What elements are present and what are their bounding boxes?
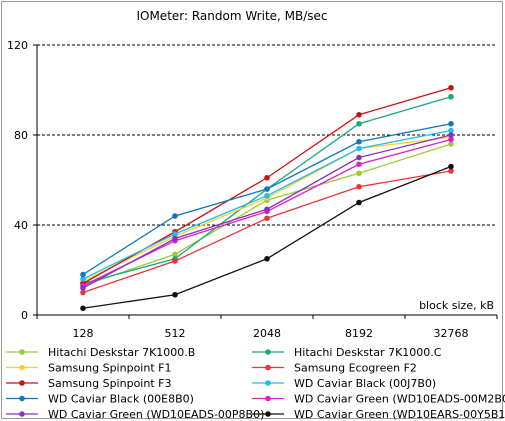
data-point xyxy=(80,276,86,282)
series-group xyxy=(80,84,454,312)
legend-item: WD Caviar Green (WD10EADS-00M2B0) xyxy=(252,393,505,406)
data-point xyxy=(264,206,270,213)
series-9 xyxy=(80,132,454,291)
data-point xyxy=(80,289,86,296)
data-point xyxy=(448,132,454,138)
data-point xyxy=(80,305,86,312)
legend-swatch-marker xyxy=(265,364,271,371)
data-point xyxy=(172,258,178,264)
data-point xyxy=(172,251,178,258)
series-6 xyxy=(80,127,454,282)
legend-item: Hitachi Deskstar 7K1000.B xyxy=(6,346,195,359)
data-point xyxy=(448,93,454,100)
data-point xyxy=(172,231,178,237)
data-point xyxy=(264,186,270,192)
chart-title: IOMeter: Random Write, MB/sec xyxy=(136,9,327,23)
data-point xyxy=(448,136,454,143)
data-point xyxy=(356,199,362,206)
data-point xyxy=(448,120,454,127)
legend-label: WD Caviar Black (00J7B0) xyxy=(294,377,436,390)
series-line xyxy=(82,143,452,287)
legend-swatch-marker xyxy=(265,395,271,402)
x-tick-label: 8192 xyxy=(345,327,373,340)
legend-item: Samsung Ecogreen F2 xyxy=(252,362,417,375)
data-point xyxy=(264,174,270,181)
data-point xyxy=(356,145,362,152)
data-point xyxy=(356,183,362,190)
legend-item: WD Caviar Green (WD10EADS-00P8B0) xyxy=(6,408,264,421)
legend-label: Samsung Spinpoint F1 xyxy=(48,362,171,375)
data-point xyxy=(448,84,454,91)
data-point xyxy=(356,111,362,118)
y-axis-ticks: 0 40 80 120 xyxy=(7,39,37,322)
legend-label: WD Caviar Green (WD10EARS-00Y5B1) xyxy=(294,408,505,421)
legend-label: Hitachi Deskstar 7K1000.C xyxy=(294,346,442,359)
data-point xyxy=(80,285,86,291)
legend-swatch-marker xyxy=(265,411,271,417)
x-tick-label: 2048 xyxy=(253,327,281,340)
x-axis-ticks: 128 512 2048 8192 32768 xyxy=(36,315,498,340)
legend-label: Samsung Spinpoint F3 xyxy=(48,377,171,390)
data-point xyxy=(356,138,362,145)
data-point xyxy=(172,235,178,242)
series-8 xyxy=(80,136,454,289)
series-10 xyxy=(80,163,454,312)
data-point xyxy=(172,213,178,219)
series-4 xyxy=(80,168,454,296)
legend: Hitachi Deskstar 7K1000.B Hitachi Desksta… xyxy=(6,346,505,421)
legend-label: WD Caviar Green (WD10EADS-00P8B0) xyxy=(48,408,264,421)
legend-label: Samsung Ecogreen F2 xyxy=(294,362,417,375)
legend-item: Hitachi Deskstar 7K1000.C xyxy=(252,346,442,359)
data-point xyxy=(80,271,86,278)
x-tick-label: 512 xyxy=(165,327,186,340)
legend-swatch-marker xyxy=(19,380,25,386)
legend-label: WD Caviar Green (WD10EADS-00M2B0) xyxy=(294,393,505,406)
x-axis-label: block size, kB xyxy=(419,299,494,312)
data-point xyxy=(448,163,454,170)
legend-item: Samsung Spinpoint F1 xyxy=(6,362,171,375)
legend-swatch-marker xyxy=(265,380,271,386)
x-tick-label: 128 xyxy=(73,327,94,340)
legend-swatch-marker xyxy=(19,395,25,402)
legend-swatch-marker xyxy=(265,349,271,355)
data-point xyxy=(356,120,362,127)
legend-swatch-marker xyxy=(19,411,25,417)
data-point xyxy=(448,168,454,174)
data-point xyxy=(264,215,270,222)
legend-swatch-marker xyxy=(19,364,25,371)
series-7 xyxy=(80,120,454,278)
data-point xyxy=(356,154,362,161)
legend-item: WD Caviar Green (WD10EARS-00Y5B1) xyxy=(252,408,505,421)
data-point xyxy=(448,127,454,134)
x-tick-label: 32768 xyxy=(434,327,469,340)
data-point xyxy=(264,255,270,262)
y-tick-label: 120 xyxy=(7,39,28,52)
legend-swatch-marker xyxy=(19,349,25,355)
legend-item: WD Caviar Black (00E8B0) xyxy=(6,393,194,406)
grid-lines xyxy=(37,44,497,226)
data-point xyxy=(264,192,270,199)
data-point xyxy=(356,170,362,177)
legend-item: Samsung Spinpoint F3 xyxy=(6,377,171,390)
legend-item: WD Caviar Black (00J7B0) xyxy=(252,377,436,390)
axes xyxy=(36,45,497,316)
legend-label: WD Caviar Black (00E8B0) xyxy=(48,393,194,406)
y-tick-label: 0 xyxy=(21,309,28,322)
legend-label: Hitachi Deskstar 7K1000.B xyxy=(48,346,195,359)
series-1 xyxy=(80,141,454,289)
y-tick-label: 80 xyxy=(14,129,28,142)
data-point xyxy=(448,141,454,147)
y-tick-label: 40 xyxy=(14,219,28,232)
data-point xyxy=(172,291,178,298)
data-point xyxy=(356,161,362,168)
